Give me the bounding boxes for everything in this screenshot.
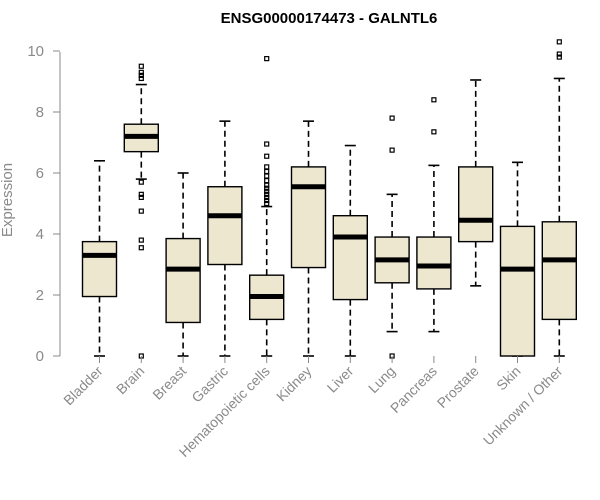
outlier-point [264,200,270,207]
y-tick-label: 4 [36,226,44,243]
x-tick-label: Bladder [60,363,106,409]
outlier-point [138,72,144,79]
x-tick-label: Liver [324,363,357,396]
outlier-point [264,178,270,184]
box-brain [123,63,160,359]
box-pancreas [416,97,452,333]
box-breast [165,172,201,357]
iqr-box [416,236,452,290]
x-tick-label: Brain [113,363,147,397]
x-tick-label: Skin [493,363,524,394]
box-kidney [290,120,327,357]
outlier-point [138,208,144,214]
outlier-point [138,63,144,69]
outlier-point [431,97,437,103]
outlier-point [556,39,562,45]
outlier-point [264,173,270,179]
outlier-point [264,164,270,170]
outlier-point [138,245,144,251]
outlier-point [138,194,144,200]
outlier-point [431,129,437,135]
outlier-point [264,56,270,62]
iqr-box [290,166,327,269]
outlier-point [264,191,270,197]
iqr-box [541,221,577,321]
outlier-point [138,179,144,185]
x-tick-label: Breast [149,363,189,403]
outlier-point [264,182,270,188]
outlier-point [264,185,270,191]
outlier-point [138,191,144,197]
iqr-box [332,214,368,301]
box-bladder [81,160,118,357]
box-liver [332,144,368,357]
iqr-box [81,240,118,298]
boxes-layer [81,39,577,359]
outlier-point [264,197,270,204]
outlier-point [138,69,144,75]
iqr-box [165,237,201,324]
box-gastric [207,120,243,357]
x-tick-label: Kidney [273,363,315,405]
outlier-point [264,188,270,194]
iqr-box [499,225,536,357]
y-tick-label: 2 [36,287,44,304]
x-tick-label: Lung [365,363,398,396]
outlier-point [264,153,270,159]
outlier-point [138,75,144,82]
y-axis-ticks: 0 2 4 6 8 10 [27,43,60,365]
y-tick-label: 8 [36,104,44,121]
x-tick-label: Prostate [434,363,482,411]
outlier-point [138,237,144,243]
y-tick-label: 0 [36,348,44,365]
y-tick-label: 10 [27,43,44,60]
outlier-point [264,141,270,147]
box-prostate [458,79,494,287]
box-lung [374,115,410,359]
y-axis-label: Expression [0,163,16,237]
outlier-point [389,147,395,153]
outlier-point [389,115,395,121]
box-hematopoietic-cells [248,56,285,357]
outlier-point [264,168,270,175]
x-tick-label: Unknown / Other [480,363,566,449]
box-unknown-other [541,39,577,357]
iqr-box [207,186,243,266]
chart-title: ENSG00000174473 - GALNTL6 [221,10,438,27]
outlier-point [556,51,562,57]
box-skin [499,161,536,357]
outlier-point [264,194,270,200]
y-tick-label: 6 [36,165,44,182]
iqr-box [458,166,494,243]
outlier-point [556,54,562,60]
